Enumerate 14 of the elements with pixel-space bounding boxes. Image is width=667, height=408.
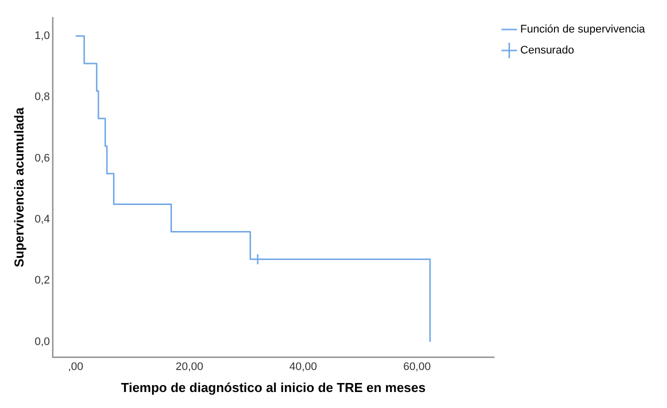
y-tick-label: 0,6	[34, 152, 50, 164]
x-tick-label: 20,00	[176, 360, 204, 373]
y-tick-label: 1,0	[34, 30, 50, 42]
y-tick-label: 0,2	[34, 274, 50, 287]
y-tick-label: 0,8	[34, 91, 50, 104]
legend-label: Censurado	[520, 44, 574, 57]
y-tick-label: 0,4	[34, 214, 50, 226]
y-tick-label: 0,0	[34, 336, 50, 348]
y-axis-title: Supervivencia acumulada	[11, 106, 26, 268]
x-axis-title: Tiempo de diagnóstico al inicio de TRE en meses	[121, 380, 426, 395]
x-tick-label: 60,00	[403, 360, 431, 373]
legend-label: Función de supervivencia	[520, 24, 646, 36]
x-tick-label: ,00	[68, 360, 84, 373]
x-tick-label: 40,00	[289, 360, 317, 373]
